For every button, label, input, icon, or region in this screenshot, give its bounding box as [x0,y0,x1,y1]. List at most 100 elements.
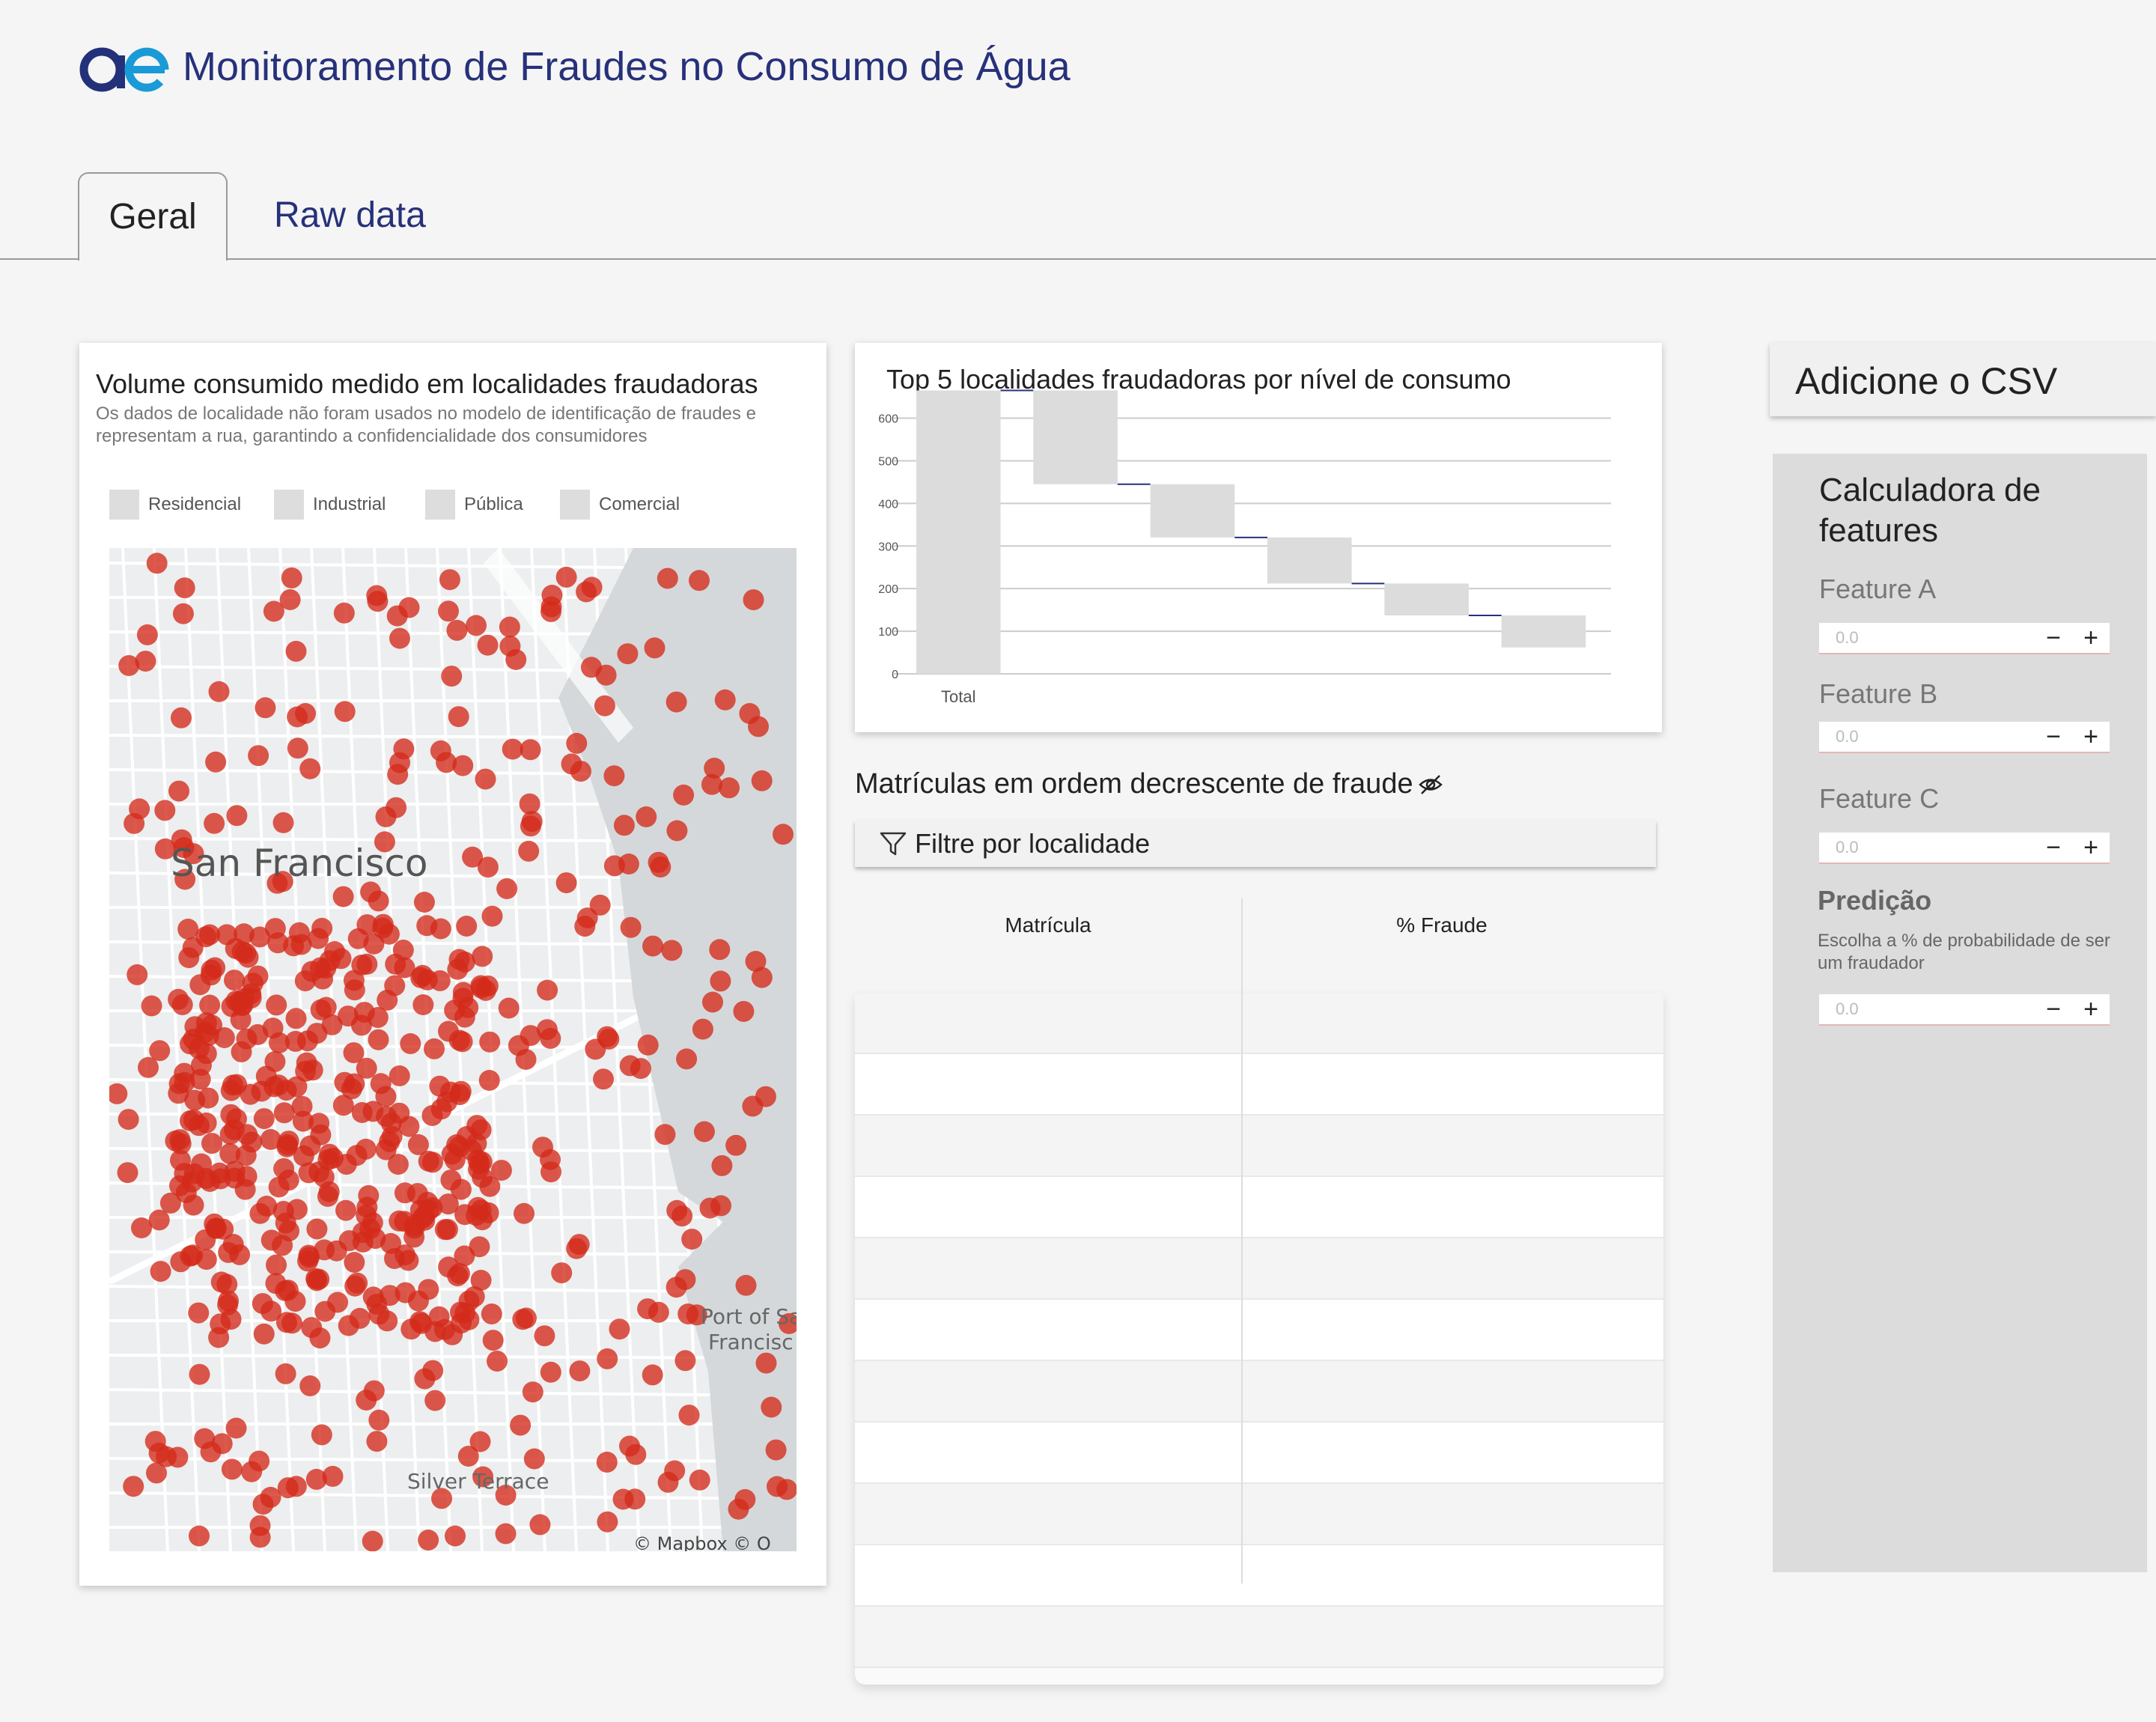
fraud-location-point[interactable] [174,868,196,890]
fraud-location-point[interactable] [424,1038,445,1059]
fraud-location-point[interactable] [170,1251,192,1273]
feature-c-increment-button[interactable]: + [2083,833,2098,862]
fraud-location-point[interactable] [686,1304,707,1326]
fraud-location-point[interactable] [168,780,189,802]
feature-c-decrement-button[interactable]: − [2046,833,2061,862]
fraud-location-point[interactable] [466,615,487,636]
fraud-location-point[interactable] [370,1073,392,1095]
fraud-location-point[interactable] [291,1095,313,1117]
fraud-location-point[interactable] [301,1317,323,1339]
fraud-location-point[interactable] [384,975,406,997]
fraud-location-point[interactable] [299,758,321,779]
fraud-location-point[interactable] [109,1083,128,1104]
fraud-location-point[interactable] [728,1498,749,1520]
fraud-location-point[interactable] [386,605,408,627]
fraud-location-point[interactable] [456,1126,478,1147]
waterfall-bar[interactable] [1501,615,1586,648]
fraud-location-point[interactable] [135,651,156,672]
fraud-location-point[interactable] [118,1109,139,1131]
fraud-location-point[interactable] [287,706,308,728]
fraud-location-point[interactable] [322,1465,344,1487]
fraud-location-point[interactable] [281,567,302,588]
fraud-location-point[interactable] [447,1265,469,1287]
fraud-location-point[interactable] [609,1318,630,1340]
fraud-location-point[interactable] [650,857,672,878]
fraud-location-point[interactable] [360,881,382,903]
fraud-location-point[interactable] [389,1065,410,1086]
fraud-location-point[interactable] [439,569,460,591]
fraud-location-point[interactable] [387,1154,409,1175]
fraud-location-point[interactable] [496,878,518,899]
fraud-location-point[interactable] [657,1471,679,1493]
fraud-location-point[interactable] [478,1070,500,1091]
fraud-location-point[interactable] [355,1138,377,1160]
fraud-location-point[interactable] [311,917,333,939]
fraud-location-point[interactable] [171,829,192,851]
fraud-location-point[interactable] [195,1012,217,1034]
fraud-location-point[interactable] [495,1485,517,1506]
fraud-location-point[interactable] [123,1476,144,1497]
fraud-location-point[interactable] [367,591,389,612]
prediction-input[interactable]: 0.0 − + [1819,994,2110,1026]
fraud-location-point[interactable] [266,994,287,1016]
fraud-location-point[interactable] [236,1028,258,1050]
fraud-location-point[interactable] [267,872,288,894]
fraud-location-point[interactable] [362,1286,384,1308]
fraud-location-point[interactable] [540,1148,561,1170]
legend-item-residencial[interactable]: Residencial [109,490,241,520]
fraud-location-point[interactable] [249,1515,271,1536]
fraud-location-point[interactable] [154,838,176,860]
fraud-location-point[interactable] [278,1169,299,1191]
legend-item-publica[interactable]: Pública [425,490,523,520]
fraud-location-point[interactable] [216,924,237,946]
fraud-location-point[interactable] [642,935,663,957]
feature-b-value[interactable]: 0.0 [1836,727,1859,746]
fraud-location-point[interactable] [387,764,409,785]
fraud-location-point[interactable] [725,1134,747,1156]
fraud-location-point[interactable] [472,1466,494,1488]
fraud-location-point[interactable] [520,1025,541,1047]
fraud-location-point[interactable] [529,1514,551,1536]
fraud-location-point[interactable] [540,1361,561,1383]
fraud-location-point[interactable] [389,1210,410,1232]
fraud-location-point[interactable] [566,732,588,754]
fraud-location-point[interactable] [171,994,193,1015]
fraud-location-point[interactable] [437,1193,459,1215]
fraud-location-point[interactable] [394,957,415,979]
eye-off-icon[interactable] [1418,773,1443,796]
fraud-location-point[interactable] [146,553,168,574]
add-csv-button[interactable]: Adicione o CSV [1770,343,2156,416]
fraud-location-point[interactable] [452,982,474,1003]
fraud-location-point[interactable] [221,1458,243,1480]
fraud-location-point[interactable] [412,964,433,986]
fraud-location-point[interactable] [657,568,678,589]
fraud-location-point[interactable] [709,939,731,961]
fraud-location-point[interactable] [448,706,469,728]
fraud-location-point[interactable] [595,664,617,686]
fraud-location-point[interactable] [765,1439,787,1461]
fraud-location-point[interactable] [183,1194,204,1216]
fraud-location-point[interactable] [363,1380,385,1402]
fraud-location-point[interactable] [350,1014,372,1036]
fraud-location-point[interactable] [704,758,725,779]
fraud-location-point[interactable] [278,1220,299,1242]
fraud-location-point[interactable] [654,1124,676,1146]
fraud-location-point[interactable] [421,1105,443,1126]
fraud-location-point[interactable] [637,1034,659,1056]
fraud-location-point[interactable] [555,872,577,894]
table-row[interactable] [855,993,1663,1054]
fraud-location-point[interactable] [362,1530,383,1552]
fraud-location-point[interactable] [537,979,558,1001]
feature-b-input[interactable]: 0.0 − + [1819,722,2110,753]
feature-c-input[interactable]: 0.0 − + [1819,833,2110,864]
fraud-location-point[interactable] [617,643,639,665]
fraud-location-point[interactable] [520,739,541,761]
fraud-location-point[interactable] [743,589,764,611]
fraud-location-point[interactable] [469,1431,491,1452]
fraud-location-point[interactable] [540,596,562,618]
fraud-location-point[interactable] [457,1446,479,1467]
fraud-location-point[interactable] [445,1525,466,1547]
fraud-location-point[interactable] [144,1431,166,1452]
fraud-location-point[interactable] [441,1143,463,1165]
fraud-location-point[interactable] [414,1368,436,1390]
